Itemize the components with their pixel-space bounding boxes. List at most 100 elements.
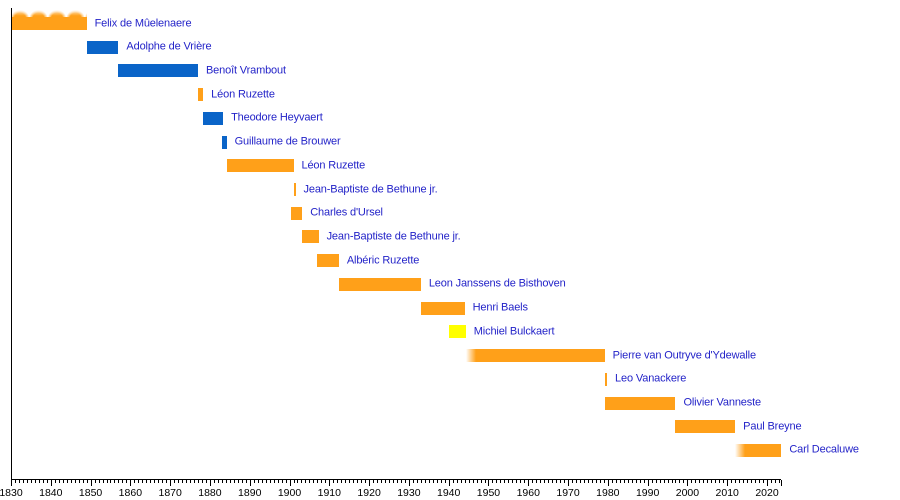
person-link[interactable]: Albéric Ruzette — [346, 254, 420, 267]
axis-minor-tick — [556, 480, 558, 483]
axis-minor-tick — [476, 480, 478, 483]
person-link[interactable]: Pierre van Outryve d'Ydewalle — [612, 349, 756, 362]
axis-minor-tick — [341, 480, 343, 483]
person-link[interactable]: Carl Decaluwe — [789, 443, 859, 456]
axis-minor-tick — [392, 480, 394, 483]
timeline-bar — [11, 17, 87, 30]
axis-minor-tick — [472, 480, 474, 483]
timeline-bar — [226, 159, 294, 173]
axis-minor-tick — [70, 480, 72, 483]
axis-tick-label: 2000 — [675, 487, 700, 499]
axis-minor-tick — [46, 480, 48, 483]
axis-minor-tick — [66, 480, 68, 483]
axis-tick-label: 1850 — [78, 487, 103, 499]
person-link[interactable]: Paul Breyne — [743, 420, 802, 433]
axis-tick-label: 1900 — [277, 487, 302, 499]
axis-minor-tick — [42, 480, 44, 483]
person-link[interactable]: Léon Ruzette — [301, 159, 366, 172]
person-link[interactable]: Benoît Vrambout — [206, 64, 286, 77]
axis-minor-tick — [416, 480, 418, 483]
axis-minor-tick — [233, 480, 235, 483]
axis-minor-tick — [404, 480, 406, 483]
axis-minor-tick — [301, 480, 303, 483]
axis-tick-label: 1840 — [39, 487, 63, 499]
axis-minor-tick — [464, 480, 466, 483]
person-link[interactable]: Leon Janssens de Bisthoven — [428, 277, 566, 290]
axis-tick-label: 1920 — [357, 487, 381, 499]
axis-minor-tick — [484, 480, 486, 483]
axis-minor-tick — [309, 480, 311, 483]
axis-tick-label: 1870 — [158, 487, 182, 499]
person-link[interactable]: Theodore Heyvaert — [231, 111, 323, 124]
person-link[interactable]: Leo Vanackere — [615, 372, 687, 385]
axis-tick-label: 2010 — [715, 487, 739, 499]
axis-minor-tick — [174, 480, 176, 483]
axis-minor-tick — [98, 480, 100, 483]
axis-minor-tick — [178, 480, 180, 483]
axis-minor-tick — [663, 480, 665, 483]
person-link[interactable]: Adolphe de Vrière — [126, 40, 212, 53]
axis-minor-tick — [154, 480, 156, 483]
axis-tick-label: 1890 — [238, 487, 262, 499]
axis-minor-tick — [504, 480, 506, 483]
axis-minor-tick — [583, 480, 585, 483]
person-link[interactable]: Guillaume de Brouwer — [234, 135, 341, 148]
axis-minor-tick — [14, 480, 16, 483]
person-link[interactable]: Henri Baels — [472, 301, 528, 314]
axis-minor-tick — [751, 480, 753, 483]
axis-minor-tick — [22, 480, 24, 483]
axis-minor-tick — [325, 480, 327, 483]
axis-minor-tick — [213, 480, 215, 483]
axis-minor-tick — [755, 480, 757, 483]
person-link[interactable]: Jean-Baptiste de Bethune jr. — [326, 230, 461, 243]
axis-minor-tick — [699, 480, 701, 483]
axis-minor-tick — [102, 480, 104, 483]
person-link[interactable]: Jean-Baptiste de Bethune jr. — [303, 183, 438, 196]
axis-minor-tick — [759, 480, 761, 483]
axis-minor-tick — [500, 480, 502, 483]
axis-minor-tick — [432, 480, 434, 483]
axis-minor-tick — [436, 480, 438, 483]
person-link[interactable]: Léon Ruzette — [211, 88, 275, 101]
axis-minor-tick — [182, 480, 184, 483]
axis-major-tick — [329, 480, 331, 486]
axis-minor-tick — [576, 480, 578, 483]
axis-minor-tick — [190, 480, 192, 483]
axis-minor-tick — [468, 480, 470, 483]
person-link[interactable]: Michiel Bulckaert — [473, 325, 555, 338]
axis-minor-tick — [643, 480, 645, 483]
axis-minor-tick — [269, 480, 271, 483]
axis-minor-tick — [695, 480, 697, 483]
person-link[interactable]: Felix de Mûelenaere — [94, 17, 192, 29]
axis-minor-tick — [691, 480, 693, 483]
axis-tick-label: 1960 — [516, 487, 540, 499]
axis-minor-tick — [739, 480, 741, 483]
timeline-bar — [338, 277, 421, 291]
timeline-bar — [293, 183, 296, 197]
axis-minor-tick — [277, 480, 279, 483]
axis-minor-tick — [444, 480, 446, 483]
axis-minor-tick — [205, 480, 207, 483]
axis-minor-tick — [719, 480, 721, 483]
axis-minor-tick — [122, 480, 124, 483]
axis-minor-tick — [373, 480, 375, 483]
person-link[interactable]: Charles d'Ursel — [310, 206, 383, 219]
axis-minor-tick — [74, 480, 76, 483]
axis-minor-tick — [743, 480, 745, 483]
axis-minor-tick — [126, 480, 128, 483]
timeline-bar — [604, 372, 608, 386]
axis-minor-tick — [194, 480, 196, 483]
axis-minor-tick — [512, 480, 514, 483]
axis-minor-tick — [198, 480, 199, 483]
axis-minor-tick — [261, 480, 263, 483]
timeline-bar — [735, 443, 782, 457]
axis-minor-tick — [440, 480, 442, 483]
person-link[interactable]: Olivier Vanneste — [683, 396, 761, 409]
axis-minor-tick — [735, 480, 737, 483]
axis-minor-tick — [615, 480, 617, 483]
axis-minor-tick — [285, 480, 287, 483]
axis-minor-tick — [158, 480, 160, 483]
axis-major-tick — [90, 480, 92, 486]
